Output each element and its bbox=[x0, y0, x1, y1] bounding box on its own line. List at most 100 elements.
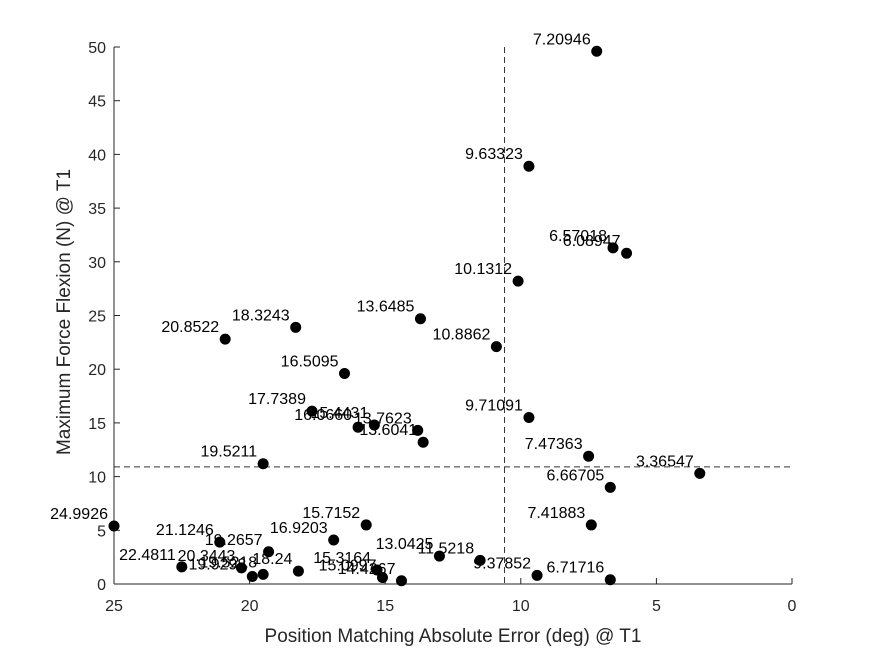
data-point-label: 7.47363 bbox=[525, 436, 583, 453]
data-point bbox=[585, 519, 597, 531]
x-tick-label: 15 bbox=[376, 598, 394, 615]
x-tick-label: 10 bbox=[512, 598, 530, 615]
data-point bbox=[412, 424, 424, 436]
y-tick-label: 40 bbox=[88, 147, 106, 164]
data-point bbox=[352, 421, 364, 433]
data-point bbox=[360, 519, 372, 531]
data-point-label: 19.2657 bbox=[205, 532, 263, 549]
data-point-label: 19.9298 bbox=[188, 556, 246, 573]
data-point bbox=[235, 562, 247, 574]
data-point-label: 18.3243 bbox=[232, 307, 290, 324]
data-point bbox=[263, 546, 275, 558]
data-point-label: 10.1312 bbox=[454, 261, 512, 278]
data-point-label: 10.8862 bbox=[433, 327, 491, 344]
data-point-label: 16.0660 bbox=[294, 407, 352, 424]
data-point-label: 19.5211 bbox=[201, 444, 258, 461]
data-point-label: 13.7623 bbox=[354, 410, 412, 427]
data-point-label: 15.7152 bbox=[302, 505, 360, 522]
data-point bbox=[290, 321, 302, 333]
data-point-label: 16.9203 bbox=[270, 520, 328, 537]
y-tick-label: 20 bbox=[88, 362, 106, 379]
y-tick-label: 30 bbox=[88, 255, 106, 272]
data-point-label: 3.36547 bbox=[636, 453, 694, 470]
data-point-label: 15.0997 bbox=[319, 558, 377, 575]
data-point bbox=[474, 554, 486, 566]
data-point bbox=[306, 405, 318, 417]
x-tick-label: 0 bbox=[788, 598, 797, 615]
data-point-label: 15.3164 bbox=[313, 550, 371, 567]
data-point-label: 13.6041 bbox=[359, 422, 417, 439]
data-point-label: 13.6485 bbox=[357, 299, 415, 316]
data-point bbox=[328, 534, 340, 546]
data-point bbox=[417, 436, 429, 448]
x-tick-label: 5 bbox=[652, 598, 661, 615]
data-point bbox=[214, 536, 226, 548]
data-point bbox=[604, 481, 616, 493]
data-point-label: 6.57018 bbox=[549, 228, 607, 245]
data-point bbox=[523, 412, 535, 424]
data-point bbox=[176, 561, 188, 573]
y-tick-label: 15 bbox=[88, 416, 106, 433]
data-point-label: 20.3443 bbox=[178, 548, 236, 565]
data-point-label: 6.71716 bbox=[546, 560, 604, 577]
data-point-label: 19.5218 bbox=[199, 554, 257, 571]
data-point-label: 6.66705 bbox=[546, 467, 604, 484]
data-point bbox=[376, 572, 388, 584]
data-point-label: 22.4811 bbox=[119, 547, 176, 564]
data-point bbox=[257, 568, 269, 580]
data-point bbox=[607, 242, 619, 254]
data-point-label: 20.8522 bbox=[161, 319, 219, 336]
data-point bbox=[246, 570, 258, 582]
data-point-label: 9.71091 bbox=[465, 398, 523, 415]
data-point bbox=[257, 458, 269, 470]
data-point bbox=[490, 341, 502, 353]
data-point-label: 13.0425 bbox=[376, 536, 434, 553]
data-point bbox=[583, 450, 595, 462]
data-point bbox=[531, 569, 543, 581]
data-point bbox=[414, 313, 426, 325]
y-tick-label: 25 bbox=[88, 309, 106, 326]
x-tick-label: 25 bbox=[105, 598, 123, 615]
x-tick-label: 20 bbox=[241, 598, 259, 615]
x-axis-label: Position Matching Absolute Error (deg) @… bbox=[265, 626, 642, 647]
y-tick-label: 5 bbox=[97, 523, 106, 540]
y-tick-label: 50 bbox=[88, 40, 106, 57]
data-point bbox=[292, 565, 304, 577]
data-point-label: 18.24 bbox=[252, 551, 292, 568]
y-axis-label: Maximum Force Flexion (N) @ T1 bbox=[54, 169, 75, 455]
y-tick-label: 10 bbox=[88, 470, 106, 487]
data-point bbox=[512, 275, 524, 287]
data-point-label: 6.08947 bbox=[563, 233, 621, 250]
data-point bbox=[368, 419, 380, 431]
data-point-label: 24.9926 bbox=[50, 506, 108, 523]
y-tick-label: 0 bbox=[97, 577, 106, 594]
data-point bbox=[694, 467, 706, 479]
data-point-label: 9.63323 bbox=[465, 146, 523, 163]
data-points bbox=[108, 45, 706, 587]
data-point-label: 11.5218 bbox=[417, 540, 474, 557]
data-point bbox=[523, 160, 535, 172]
data-point bbox=[591, 45, 603, 57]
data-point bbox=[219, 333, 231, 345]
data-point bbox=[108, 520, 120, 532]
data-point bbox=[621, 247, 633, 259]
data-point-label: 9.37852 bbox=[473, 555, 531, 572]
data-point-label: 15.4431 bbox=[311, 405, 369, 422]
data-point bbox=[604, 574, 616, 586]
data-point bbox=[339, 367, 351, 379]
y-tick-label: 45 bbox=[88, 94, 106, 111]
y-tick-label: 35 bbox=[88, 201, 106, 218]
data-point-label: 16.5095 bbox=[281, 353, 339, 370]
data-point bbox=[395, 575, 407, 587]
data-point-label: 17.7389 bbox=[248, 391, 306, 408]
data-point-label: 14.4267 bbox=[338, 561, 396, 578]
data-point-label: 7.41883 bbox=[527, 505, 585, 522]
data-point-label: 7.20946 bbox=[533, 31, 591, 48]
reference-lines bbox=[114, 47, 792, 584]
data-point bbox=[433, 550, 445, 562]
data-point-label: 21.1246 bbox=[156, 522, 214, 539]
